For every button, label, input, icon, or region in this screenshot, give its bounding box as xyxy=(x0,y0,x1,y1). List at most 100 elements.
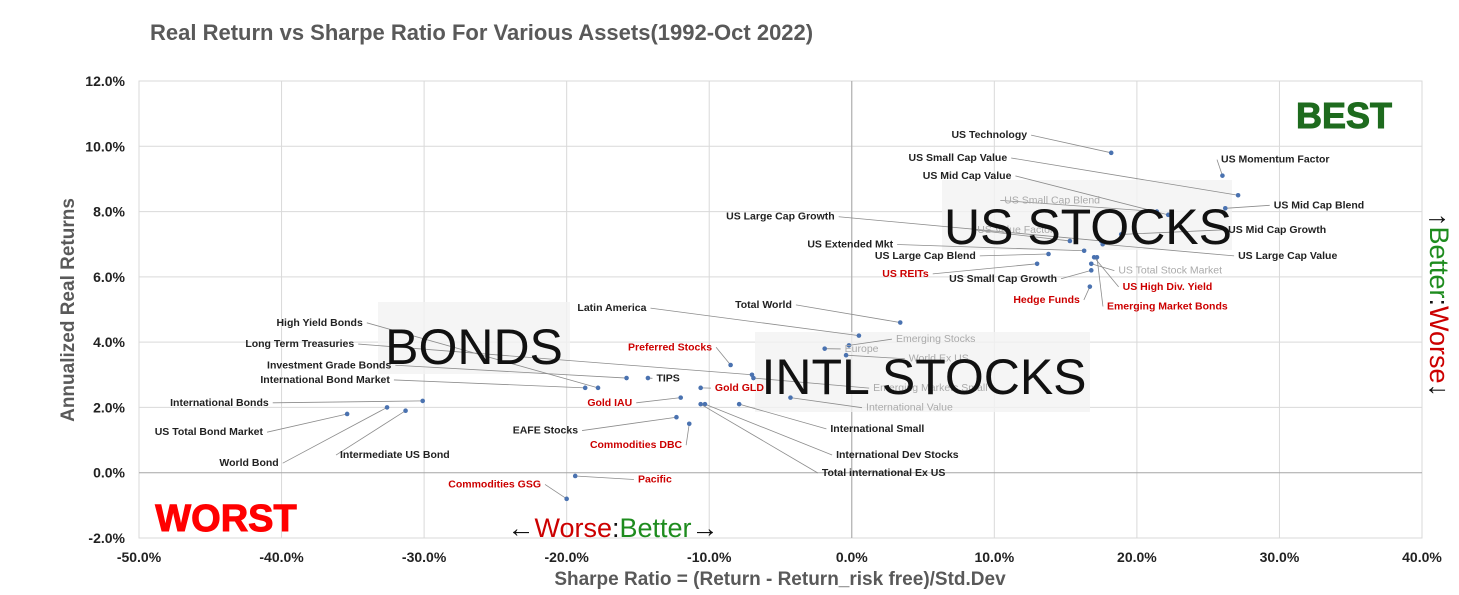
data-point xyxy=(573,474,578,479)
point-label: World Bond xyxy=(219,457,278,469)
data-point xyxy=(737,402,742,407)
x-tick-label: 10.0% xyxy=(974,549,1014,565)
data-point xyxy=(646,376,651,381)
y-better: Better xyxy=(1424,226,1454,298)
leader-line xyxy=(716,347,731,365)
point-label: US Large Cap Growth xyxy=(726,211,835,223)
point-label: TIPS xyxy=(656,372,679,384)
point-label: US High Div. Yield xyxy=(1123,281,1213,293)
leader-line xyxy=(273,401,423,403)
y-tick-label: -2.0% xyxy=(88,530,125,546)
x-tick-label: -40.0% xyxy=(259,549,304,565)
point-label: International Small xyxy=(830,423,924,435)
leader-line xyxy=(575,476,634,480)
data-point xyxy=(678,395,683,400)
data-point xyxy=(345,412,350,417)
y-arrow-up: ↑ xyxy=(1424,213,1454,227)
point-label: Hedge Funds xyxy=(1013,294,1080,306)
data-point xyxy=(596,386,601,391)
x-tick-label: 30.0% xyxy=(1260,549,1300,565)
leader-line xyxy=(796,305,900,323)
y-axis-title: Annualized Real Returns xyxy=(58,198,79,422)
data-point xyxy=(1089,262,1094,267)
point-label: Emerging Stocks xyxy=(896,333,975,345)
data-point xyxy=(1035,262,1040,267)
leader-line xyxy=(582,417,676,430)
point-label: Commodities DBC xyxy=(590,439,683,451)
data-point xyxy=(385,405,390,410)
data-point xyxy=(687,421,692,426)
leader-line xyxy=(1031,135,1111,153)
data-point xyxy=(1236,193,1241,198)
y-tick-label: 4.0% xyxy=(93,334,125,350)
x-arrow-right: → xyxy=(692,513,719,543)
point-label: US Large Cap Value xyxy=(1238,250,1337,262)
x-better: Better xyxy=(620,513,692,543)
point-label: Intermediate US Bond xyxy=(340,449,450,461)
leader-line xyxy=(636,398,680,403)
point-label: US Small Cap Value xyxy=(909,152,1008,164)
point-label: Total international Ex US xyxy=(822,467,946,479)
intl-stocks-label: INTL STOCKS xyxy=(761,349,1086,405)
data-point xyxy=(1088,284,1093,289)
y-arrow-down: ↓ xyxy=(1424,384,1454,398)
y-worse: Worse xyxy=(1424,306,1454,384)
point-label: US Technology xyxy=(951,129,1027,141)
point-label: US Total Stock Market xyxy=(1118,265,1222,277)
point-label: Emerging Market Bonds xyxy=(1107,301,1228,313)
y-tick-label: 6.0% xyxy=(93,269,125,285)
worst-label: WORST xyxy=(155,498,296,540)
data-point xyxy=(1089,268,1094,273)
point-label: Latin America xyxy=(577,302,646,314)
point-label: International Bond Market xyxy=(260,374,390,386)
us-stocks-label: US STOCKS xyxy=(944,199,1232,255)
leader-line xyxy=(686,424,689,445)
data-point xyxy=(583,386,588,391)
point-label: US Momentum Factor xyxy=(1221,154,1330,166)
x-tick-label: -30.0% xyxy=(402,549,447,565)
point-label: International Bonds xyxy=(170,397,269,409)
point-label: US Mid Cap Growth xyxy=(1228,224,1326,236)
x-colon: : xyxy=(612,513,620,543)
point-label: Investment Grade Bonds xyxy=(267,359,391,371)
point-label: EAFE Stocks xyxy=(513,425,579,437)
y-colon: : xyxy=(1424,299,1454,307)
data-point xyxy=(1095,255,1100,260)
data-point xyxy=(420,399,425,404)
data-point xyxy=(624,376,629,381)
y-tick-label: 2.0% xyxy=(93,399,125,415)
data-point xyxy=(898,320,903,325)
point-label: Commodities GSG xyxy=(448,478,541,490)
x-tick-label: -20.0% xyxy=(544,549,589,565)
data-point xyxy=(564,497,569,502)
point-label: Preferred Stocks xyxy=(628,341,712,353)
point-label: High Yield Bonds xyxy=(276,317,362,329)
point-label: US Extended Mkt xyxy=(807,238,893,250)
x-tick-label: 20.0% xyxy=(1117,549,1157,565)
y-tick-label: 10.0% xyxy=(85,138,125,154)
point-label: US REITs xyxy=(882,268,929,280)
data-point xyxy=(698,386,703,391)
data-point xyxy=(403,408,408,413)
y-tick-label: 8.0% xyxy=(93,204,125,220)
data-point xyxy=(1109,151,1114,156)
leader-line xyxy=(701,404,818,473)
x-worse: Worse xyxy=(534,513,612,543)
point-label: US Small Cap Growth xyxy=(949,273,1057,285)
point-label: Long Term Treasuries xyxy=(245,338,354,350)
data-point xyxy=(674,415,679,420)
x-direction-label: ←Worse:Better→ xyxy=(507,513,718,543)
leader-line xyxy=(1061,270,1091,278)
data-point xyxy=(1220,173,1225,178)
point-label: Gold IAU xyxy=(587,397,632,409)
y-tick-label: 12.0% xyxy=(85,73,125,89)
leader-line xyxy=(267,414,347,432)
point-label: US Mid Cap Value xyxy=(923,170,1012,182)
y-direction-label: ↑Better:Worse↓ xyxy=(1424,213,1454,397)
bonds-label: BONDS xyxy=(385,319,563,375)
leader-line xyxy=(394,380,585,388)
x-tick-label: 40.0% xyxy=(1402,549,1442,565)
x-arrow-left: ← xyxy=(507,513,534,543)
x-tick-label: 0.0% xyxy=(836,549,868,565)
